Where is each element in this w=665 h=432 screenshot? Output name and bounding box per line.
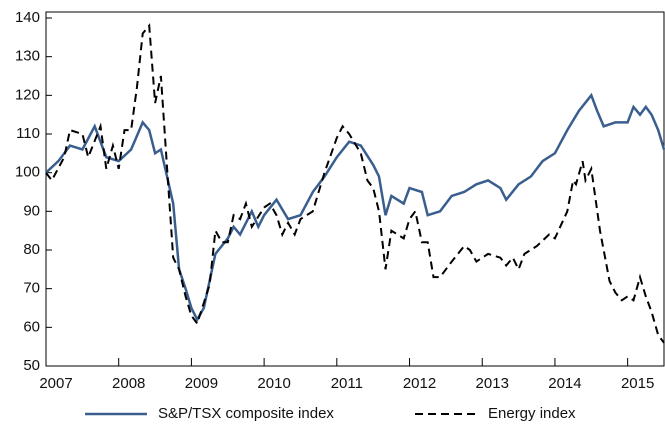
y-tick-label: 80	[23, 241, 40, 258]
series-line	[45, 23, 665, 344]
x-tick-label: 2009	[185, 375, 218, 392]
x-tick-label: 2007	[39, 375, 72, 392]
x-tick-label: 2011	[331, 375, 363, 392]
y-tick-label: 100	[15, 164, 40, 181]
x-tick-label: 2008	[112, 375, 145, 392]
y-tick-label: 130	[15, 48, 40, 65]
y-tick-label: 140	[15, 9, 40, 26]
legend-label: Energy index	[488, 405, 576, 422]
x-tick-label: 2015	[621, 375, 654, 392]
plot-frame	[45, 11, 665, 367]
x-tick-label: 2012	[403, 375, 436, 392]
y-tick-label: 60	[23, 318, 40, 335]
series-line	[45, 92, 665, 323]
y-tick-label: 120	[15, 86, 40, 103]
y-tick-label: 90	[23, 202, 40, 219]
y-tick-label: 50	[23, 357, 40, 374]
y-tick-label: 70	[23, 280, 40, 297]
y-tick-label: 110	[16, 125, 40, 142]
x-tick-label: 2013	[476, 375, 509, 392]
x-tick-label: 2014	[548, 375, 581, 392]
legend-label: S&P/TSX composite index	[158, 405, 334, 422]
x-tick-label: 2010	[257, 375, 290, 392]
